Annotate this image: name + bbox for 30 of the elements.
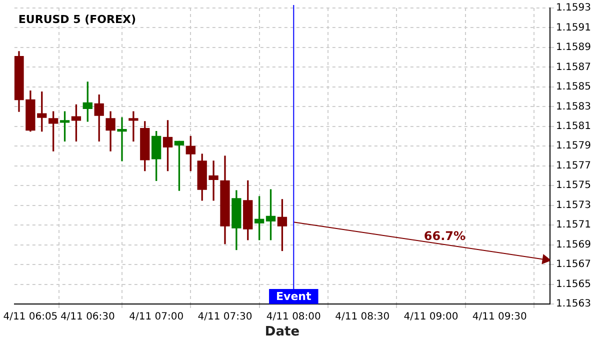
x-tick-label: 4/11 06:30 [60, 312, 115, 323]
ref-line-label: Event [276, 290, 312, 303]
candlestick [128, 111, 138, 142]
candlestick [117, 117, 127, 162]
x-tick-label: 4/11 08:30 [335, 312, 390, 323]
y-tick-label: 1.1583 [556, 101, 591, 112]
y-tick-label: 1.1571 [556, 220, 591, 231]
x-tick-label: 4/11 07:30 [198, 312, 252, 323]
y-tick-label: 1.1587 [556, 62, 591, 73]
y-tick-label: 1.1591 [556, 22, 591, 34]
y-tick-label: 1.1585 [556, 82, 591, 93]
x-axis-title: Date [264, 324, 300, 340]
y-tick-label: 1.1563 [556, 298, 591, 310]
x-tick-label: 4/11 06:05 [3, 312, 58, 323]
y-tick-label: 1.1569 [556, 239, 591, 250]
x-tick-label: 4/11 07:00 [129, 312, 184, 323]
text: EURUSD 5 (FOREX) [18, 12, 136, 26]
y-tick-label: 1.1575 [556, 180, 591, 192]
y-tick-label: 1.1565 [556, 278, 591, 290]
y-tick-label: 1.1577 [556, 160, 591, 172]
annotation: 66.7% [424, 228, 466, 243]
y-tick-label: 1.1579 [556, 140, 591, 152]
x-tick-label: 4/11 08:00 [266, 312, 321, 323]
y-tick-label: 1.1567 [556, 259, 591, 270]
y-tick-label: 1.1581 [556, 120, 591, 132]
x-tick-label: 4/11 09:30 [472, 312, 527, 323]
y-tick-label: 1.1593 [556, 2, 591, 14]
x-tick-label: 4/11 09:00 [404, 312, 458, 323]
y-tick-label: 1.1573 [556, 200, 591, 211]
y-tick-label: 1.1589 [556, 42, 591, 54]
